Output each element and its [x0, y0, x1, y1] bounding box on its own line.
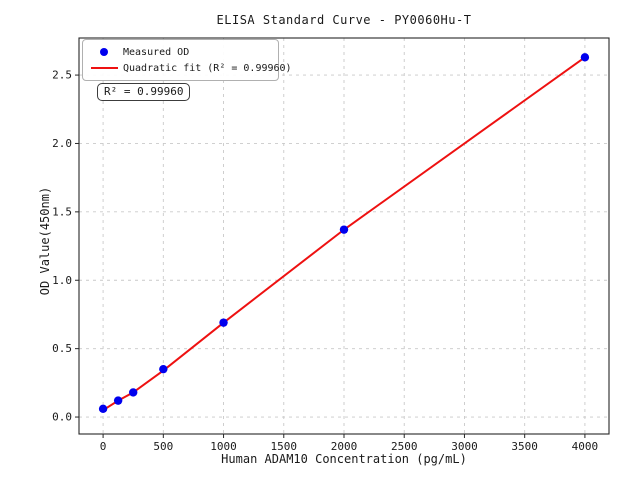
y-tick-label: 0.5	[52, 342, 72, 355]
legend-entry-measured-od: Measured OD	[85, 44, 276, 60]
y-tick-label: 2.5	[52, 69, 72, 82]
x-tick-label: 1500	[271, 440, 298, 453]
legend-marker-cell	[85, 67, 123, 69]
r-squared-annotation: R² = 0.99960	[97, 83, 191, 101]
legend-entry-quadratic-fit: Quadratic fit (R² = 0.99960)	[85, 60, 292, 76]
x-axis-label: Human ADAM10 Concentration (pg/mL)	[221, 452, 467, 466]
y-tick-label: 2.0	[52, 137, 72, 150]
scatter-dot-icon	[100, 48, 108, 56]
x-tick-label: 2000	[331, 440, 358, 453]
x-tick-label: 500	[153, 440, 173, 453]
chart-title: ELISA Standard Curve - PY0060Hu-T	[216, 13, 472, 27]
data-point	[113, 396, 123, 405]
x-tick-label: 2500	[391, 440, 418, 453]
fit-line-icon	[90, 67, 118, 69]
x-tick-label: 1000	[210, 440, 237, 453]
data-point	[98, 404, 108, 414]
legend-label-quadratic-fit: Quadratic fit (R² = 0.99960)	[123, 62, 292, 74]
y-tick-label: 0.0	[52, 411, 72, 424]
data-point	[339, 225, 349, 234]
data-point	[219, 318, 228, 327]
y-tick-label: 1.5	[52, 205, 72, 218]
x-tick-label: 4000	[572, 440, 599, 453]
plot-border	[78, 37, 610, 435]
data-point	[129, 388, 138, 397]
legend: Measured OD Quadratic fit (R² = 0.99960)	[82, 39, 292, 81]
data-point	[159, 364, 168, 374]
legend-label-measured-od: Measured OD	[123, 46, 190, 58]
y-axis-label: OD Value(450nm)	[38, 186, 52, 296]
data-point	[580, 53, 590, 62]
legend-marker-cell	[85, 48, 123, 56]
x-tick-label: 3000	[451, 440, 478, 453]
x-tick-label: 0	[100, 440, 107, 453]
y-tick-label: 1.0	[52, 274, 72, 287]
x-tick-label: 3500	[511, 440, 538, 453]
